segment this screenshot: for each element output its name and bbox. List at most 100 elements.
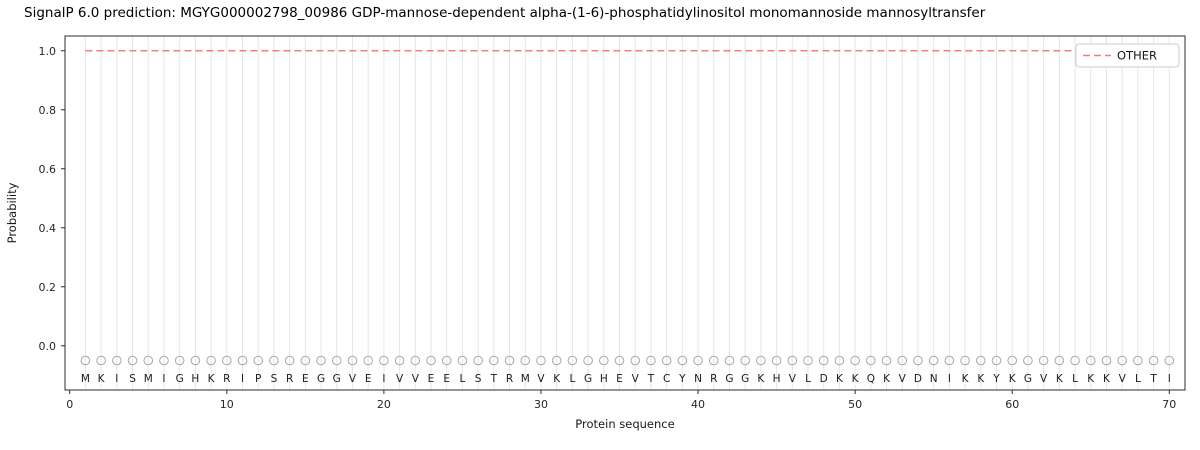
residue-marker [677, 355, 688, 366]
residue-marker [300, 355, 311, 366]
residue-marker [190, 355, 201, 366]
sequence-letter: E [302, 373, 309, 385]
residue-marker [1023, 355, 1033, 366]
residue-marker [426, 355, 436, 366]
residue-marker [316, 355, 326, 366]
sequence-letter: E [365, 373, 372, 385]
sequence-letter: D [820, 373, 828, 385]
sequence-letter: G [176, 373, 184, 385]
residue-marker [1117, 355, 1127, 366]
residue-marker [410, 355, 421, 366]
sequence-letter: L [459, 373, 465, 385]
x-axis: 0 10 20 30 40 50 60 70 [66, 390, 1176, 411]
sequence-letter: S [475, 373, 482, 385]
sequence-letter: P [255, 373, 261, 385]
legend-box [1075, 43, 1180, 68]
sequence-letter: I [948, 373, 951, 385]
sequence-letter: K [977, 373, 985, 385]
sequence-letter: H [191, 373, 199, 385]
sequence-letter: V [789, 373, 797, 385]
residue-marker [551, 355, 562, 366]
residue-marker [598, 355, 609, 366]
sequence-letter: K [1087, 373, 1095, 385]
residue-marker [928, 355, 939, 366]
sequence-letter: K [208, 373, 216, 385]
residue-marker [394, 355, 405, 366]
sequence-letter: Y [992, 373, 1000, 385]
sequence-letter: L [1135, 373, 1141, 385]
y-tick-label: 0.6 [39, 163, 57, 176]
residue-marker [1038, 355, 1049, 366]
residue-marker [818, 355, 829, 366]
sequence-letter: K [1103, 373, 1111, 385]
sequence-letter: K [757, 373, 765, 385]
sequence-letter: I [241, 373, 244, 385]
y-tick-label: 0.4 [39, 222, 57, 235]
sequence-letter: I [382, 373, 385, 385]
sequence-letter: S [271, 373, 278, 385]
residue-marker [1070, 355, 1080, 366]
sequence-letter: V [1040, 373, 1048, 385]
residue-marker [504, 355, 515, 366]
legend: OTHER [1075, 43, 1180, 68]
sequence-letter: H [600, 373, 608, 385]
residue-marker [206, 355, 216, 366]
sequence-letter: K [852, 373, 860, 385]
x-tick-label: 70 [1162, 398, 1176, 411]
x-tick-label: 50 [848, 398, 862, 411]
sequence-letter: K [962, 373, 970, 385]
gridlines [84, 36, 1170, 390]
residue-marker [253, 355, 264, 366]
sequence-letter: V [349, 373, 357, 385]
residue-marker [614, 355, 625, 366]
residue-marker [567, 355, 578, 366]
sequence-letter: L [569, 373, 575, 385]
sequence-letter: G [725, 373, 733, 385]
sequence-letter: V [412, 373, 420, 385]
sequence-letter: K [1056, 373, 1064, 385]
residue-marker [583, 355, 593, 366]
sequence-letter: K [1009, 373, 1017, 385]
residue-marker [661, 355, 672, 366]
y-tick-label: 0.2 [39, 281, 57, 294]
x-tick-label: 30 [534, 398, 548, 411]
sequence-letter: G [584, 373, 592, 385]
residue-marker [756, 355, 766, 366]
residue-marker [520, 355, 531, 366]
residue-marker [975, 355, 986, 366]
residue-marker [112, 355, 122, 366]
residue-marker [630, 355, 641, 366]
sequence-letter: E [428, 373, 435, 385]
residue-marker [269, 355, 279, 366]
sequence-letter: I [1168, 373, 1171, 385]
residue-marker [944, 355, 955, 366]
residue-marker [897, 355, 908, 366]
residue-marker [1133, 355, 1143, 366]
y-tick-label: 1.0 [39, 45, 57, 58]
residue-marker [740, 355, 750, 366]
sequence-letter: C [663, 373, 670, 385]
sequence-letter: I [115, 373, 118, 385]
residue-marker [143, 355, 154, 366]
residue-marker [913, 355, 923, 366]
x-tick-label: 40 [691, 398, 705, 411]
residue-marker [221, 355, 232, 366]
residue-marker [80, 355, 91, 366]
residue-marker [1101, 355, 1112, 366]
residue-marker [693, 355, 703, 366]
sequence-letter: V [1119, 373, 1127, 385]
sequence-letter: V [899, 373, 907, 385]
residue-marker [960, 355, 970, 366]
residue-marker [1054, 355, 1065, 366]
residue-marker [284, 355, 295, 366]
residue-marker [379, 355, 389, 366]
sequence-letter: M [144, 373, 153, 385]
sequence-letter: G [1024, 373, 1032, 385]
residue-marker [237, 355, 248, 366]
residue-marker [850, 355, 860, 366]
sequence-letter: L [805, 373, 811, 385]
residue-marker [441, 355, 452, 366]
